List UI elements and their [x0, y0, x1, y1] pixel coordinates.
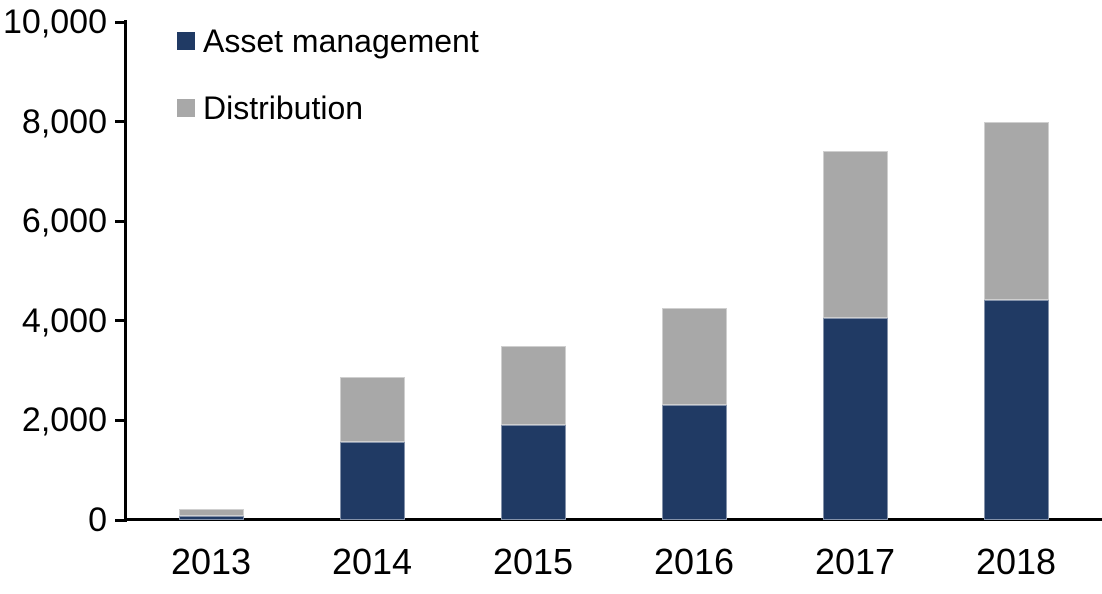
legend-swatch-icon — [177, 32, 195, 50]
y-axis-tick — [115, 20, 125, 24]
y-axis-line — [124, 20, 127, 522]
y-axis-tick — [115, 219, 125, 223]
x-axis-line — [124, 518, 1102, 521]
bar-segment-asset-management — [178, 515, 244, 520]
bar-segment-distribution — [983, 121, 1049, 300]
y-axis-tick-label: 0 — [88, 501, 107, 539]
x-axis-tick-label: 2014 — [331, 541, 413, 582]
bar-segment-asset-management — [822, 318, 888, 520]
y-axis-tick-label: 8,000 — [21, 102, 107, 141]
y-axis-tick-label: 10,000 — [3, 3, 107, 41]
bar-segment-distribution — [822, 151, 888, 319]
bar-segment-asset-management — [661, 404, 727, 520]
bar-segment-distribution — [500, 345, 566, 426]
legend-label: Asset management — [203, 23, 479, 59]
bar-segment-asset-management — [983, 299, 1049, 520]
y-axis-tick — [115, 518, 125, 522]
y-axis-tick — [115, 319, 125, 323]
x-axis-tick-label: 2013 — [170, 541, 252, 582]
bar-segment-asset-management — [500, 425, 566, 520]
legend-label: Distribution — [203, 90, 364, 126]
x-axis-tick-label: 2015 — [492, 541, 574, 582]
y-axis-tick — [115, 418, 125, 422]
bar-segment-distribution — [661, 308, 727, 405]
x-axis-tick-label: 2017 — [814, 541, 896, 582]
y-axis-tick — [115, 120, 125, 124]
y-axis-tick-label: 2,000 — [21, 401, 107, 440]
x-axis-tick-label: 2018 — [975, 541, 1057, 582]
x-axis-tick-label: 2016 — [653, 541, 735, 582]
y-axis-tick-label: 4,000 — [21, 301, 107, 340]
legend-swatch-icon — [177, 99, 195, 117]
bar-segment-distribution — [339, 376, 405, 443]
bar-segment-asset-management — [339, 442, 405, 520]
bar-segment-distribution — [178, 509, 244, 516]
y-axis-tick-label: 6,000 — [21, 202, 107, 241]
